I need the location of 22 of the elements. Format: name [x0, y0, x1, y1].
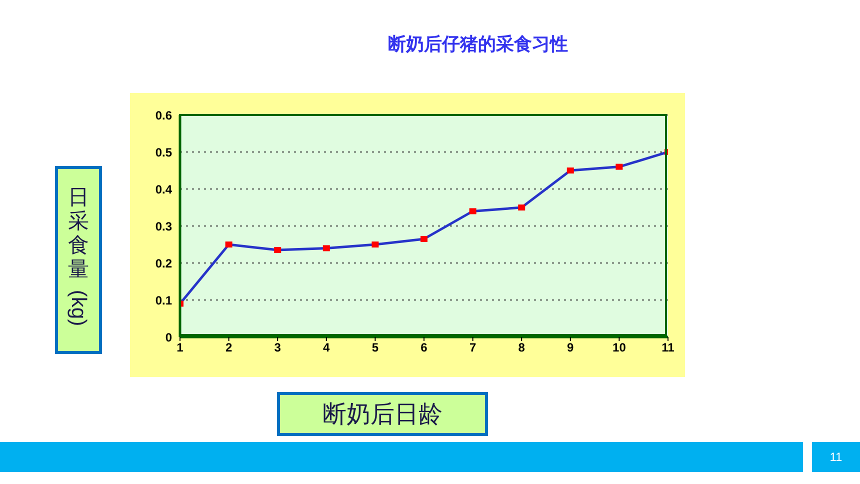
x-tick-label: 8 — [518, 340, 526, 355]
x-tick-label: 2 — [225, 340, 232, 355]
y-tick-label: 0.6 — [155, 108, 172, 122]
x-tick-label: 1 — [176, 340, 184, 355]
y-tick-label: 0.5 — [155, 145, 172, 160]
x-tick-label: 10 — [612, 340, 626, 355]
x-tick-label: 7 — [469, 340, 476, 355]
text: 11 — [830, 450, 842, 464]
y-tick-label: 0.2 — [155, 256, 172, 270]
x-tick-label: 5 — [372, 340, 379, 355]
x-tick-label: 6 — [420, 340, 428, 355]
x-tick-label: 3 — [274, 340, 282, 355]
chart-title: 断奶后仔猪的采食习性 — [387, 33, 569, 56]
x-tick-label: 4 — [323, 340, 330, 355]
y-tick-label: 0 — [165, 330, 172, 344]
y-tick-label: 0.3 — [155, 219, 172, 234]
x-axis-title: 断奶后日龄 — [277, 392, 488, 436]
x-tick-label: 9 — [567, 340, 574, 355]
y-tick-label: 0.1 — [155, 293, 172, 308]
x-tick-label: 11 — [662, 340, 675, 355]
y-axis-title: 日采食量(kg) — [66, 186, 90, 326]
y-tick-label: 0.4 — [155, 182, 172, 196]
